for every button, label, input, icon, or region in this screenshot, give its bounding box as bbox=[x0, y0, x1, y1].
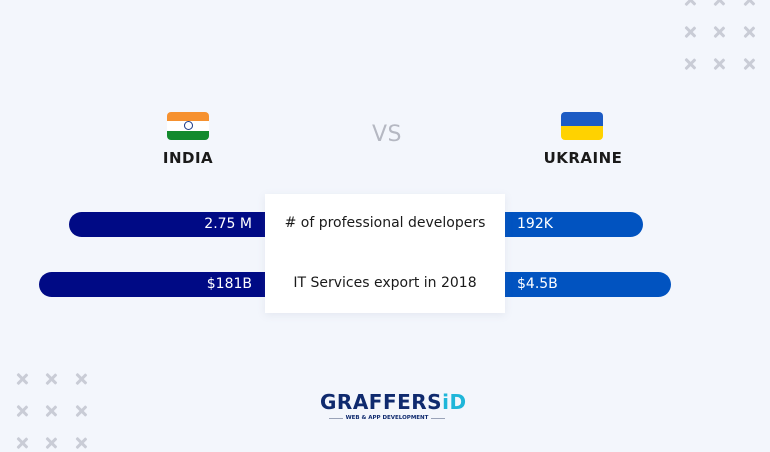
x-icon bbox=[45, 437, 57, 449]
x-icon bbox=[713, 26, 725, 38]
country-label-ukraine: UKRAINE bbox=[543, 149, 623, 167]
x-icon bbox=[713, 58, 725, 70]
india-bar-developers: 2.75 M bbox=[69, 212, 265, 237]
india-flag-icon bbox=[167, 112, 209, 140]
logo-brand-accent: iD bbox=[442, 390, 467, 414]
logo-brand-main: GRAFFERS bbox=[320, 390, 443, 414]
metric-label-developers: # of professional developers bbox=[284, 215, 486, 231]
x-icon bbox=[16, 437, 28, 449]
x-icon bbox=[743, 26, 755, 38]
ukraine-bar-it-export: $4.5B bbox=[505, 272, 671, 297]
x-icon bbox=[16, 373, 28, 385]
ukraine-flag-icon bbox=[561, 112, 603, 140]
x-icon bbox=[743, 58, 755, 70]
country-label-india: INDIA bbox=[162, 149, 214, 167]
x-icon bbox=[16, 405, 28, 417]
x-icon bbox=[684, 0, 696, 6]
x-icon bbox=[684, 26, 696, 38]
x-icon bbox=[45, 373, 57, 385]
metric-label-it-export: IT Services export in 2018 bbox=[293, 275, 477, 291]
logo-tagline-row: WEB & APP DEVELOPMENT bbox=[320, 415, 454, 421]
x-icon bbox=[713, 0, 725, 6]
india-bar-it-export: $181B bbox=[39, 272, 265, 297]
logo-wordmark: GRAFFERSiD bbox=[320, 390, 466, 414]
logo-tagline: WEB & APP DEVELOPMENT bbox=[345, 415, 429, 421]
graffersid-logo: GRAFFERSiD WEB & APP DEVELOPMENT bbox=[320, 390, 466, 421]
x-icon bbox=[75, 373, 87, 385]
x-icon bbox=[743, 0, 755, 6]
x-icon bbox=[45, 405, 57, 417]
x-icon bbox=[75, 405, 87, 417]
metric-labels-card: # of professional developers IT Services… bbox=[265, 194, 505, 313]
decor-x-pattern-top-right bbox=[684, 0, 764, 72]
x-icon bbox=[684, 58, 696, 70]
x-icon bbox=[75, 437, 87, 449]
ukraine-bar-developers: 192K bbox=[505, 212, 643, 237]
vs-label: VS bbox=[372, 122, 403, 147]
decor-x-pattern-bottom-left bbox=[16, 372, 96, 452]
